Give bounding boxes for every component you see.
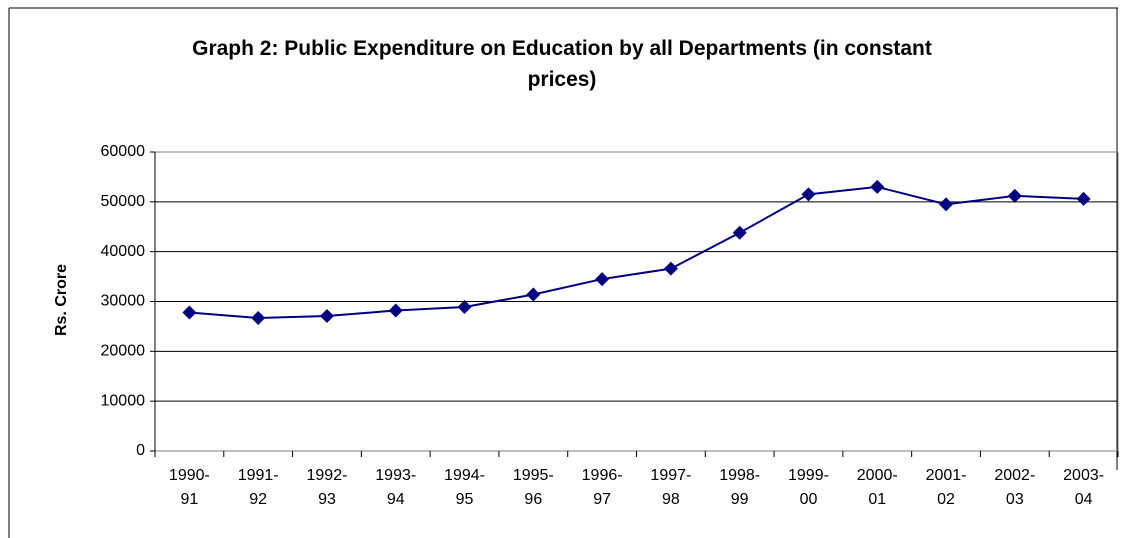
x-tick-label: 2000- 01 xyxy=(857,467,898,508)
x-tick-label: 1997- 98 xyxy=(650,467,691,508)
marker xyxy=(251,310,266,325)
x-tick-label-line: 1995- xyxy=(513,467,554,484)
x-tick-label-line: 1992- xyxy=(307,467,348,484)
x-tick-label-line: 04 xyxy=(1075,491,1093,508)
x-tick-label-line: 00 xyxy=(800,491,818,508)
x-tick-label-line: 1997- xyxy=(650,467,691,484)
marker xyxy=(457,299,472,314)
x-tick-label-line: 97 xyxy=(593,491,611,508)
x-tick-label-line: 92 xyxy=(249,491,267,508)
y-tick-label: 30000 xyxy=(101,293,146,310)
x-tick-label-line: 01 xyxy=(868,491,886,508)
x-tick-label: 1998- 99 xyxy=(719,467,760,508)
marker xyxy=(1076,191,1091,206)
x-tick-label: 2002- 03 xyxy=(994,467,1035,508)
x-tick-label-line: 95 xyxy=(456,491,474,508)
x-tick-label: 1990- 91 xyxy=(169,467,210,508)
y-tick-label: 10000 xyxy=(101,392,146,409)
x-tick-label-line: 91 xyxy=(180,491,198,508)
x-tick-label: 1993- 94 xyxy=(375,467,416,508)
x-tick-label-line: 96 xyxy=(524,491,542,508)
marker xyxy=(319,308,334,323)
x-tick-label-line: 1996- xyxy=(582,467,623,484)
line xyxy=(189,185,1084,319)
x-tick-label-line: 2003- xyxy=(1063,467,1104,484)
chart-title: Graph 2: Public Expenditure on Education… xyxy=(192,37,932,91)
x-tick-label-line: 1993- xyxy=(375,467,416,484)
x-tick-label-line: 2000- xyxy=(857,467,898,484)
x-tick-label-line: 93 xyxy=(318,491,336,508)
y-tick-label: 20000 xyxy=(101,343,146,360)
marker xyxy=(182,305,197,320)
x-tick-label-line: 99 xyxy=(731,491,749,508)
x-tick-label: 1994- 95 xyxy=(444,467,485,508)
x-tick-label-line: 2001- xyxy=(926,467,967,484)
x-tick-label: 2003- 04 xyxy=(1063,467,1104,508)
x-tick-label: 1992- 93 xyxy=(307,467,348,508)
x-tick-label-line: 03 xyxy=(1006,491,1024,508)
y-tick-label: 40000 xyxy=(101,243,146,260)
marker xyxy=(870,179,885,194)
x-tick-label-line: 02 xyxy=(937,491,955,508)
marker xyxy=(939,197,954,212)
y-tick-label: 60000 xyxy=(101,143,146,160)
x-tick-label: 1996- 97 xyxy=(582,467,623,508)
marker xyxy=(388,303,403,318)
x-tick-label-line: 1994- xyxy=(444,467,485,484)
y-tick-label: 0 xyxy=(136,442,145,459)
x-tick-label-line: 1991- xyxy=(238,467,279,484)
x-tick-label-line: 98 xyxy=(662,491,680,508)
marker xyxy=(526,287,541,302)
x-tick-label-line: 1990- xyxy=(169,467,210,484)
x-tick-label: 1999- 00 xyxy=(788,467,829,508)
x-tick-label-line: 1999- xyxy=(788,467,829,484)
x-tick-label-line: 1998- xyxy=(719,467,760,484)
x-tick-label: 1991- 92 xyxy=(238,467,279,508)
x-tick-label-line: 2002- xyxy=(994,467,1035,484)
marker xyxy=(801,187,816,202)
y-tick-label: 50000 xyxy=(101,193,146,210)
marker xyxy=(1007,188,1022,203)
marker xyxy=(732,225,747,240)
x-tick-label-line: 94 xyxy=(387,491,405,508)
marker xyxy=(595,272,610,287)
marker xyxy=(663,261,678,276)
x-tick-label: 2001- 02 xyxy=(926,467,967,508)
y-axis-label: Rs. Crore xyxy=(53,264,70,336)
x-tick-label: 1995- 96 xyxy=(513,467,554,508)
